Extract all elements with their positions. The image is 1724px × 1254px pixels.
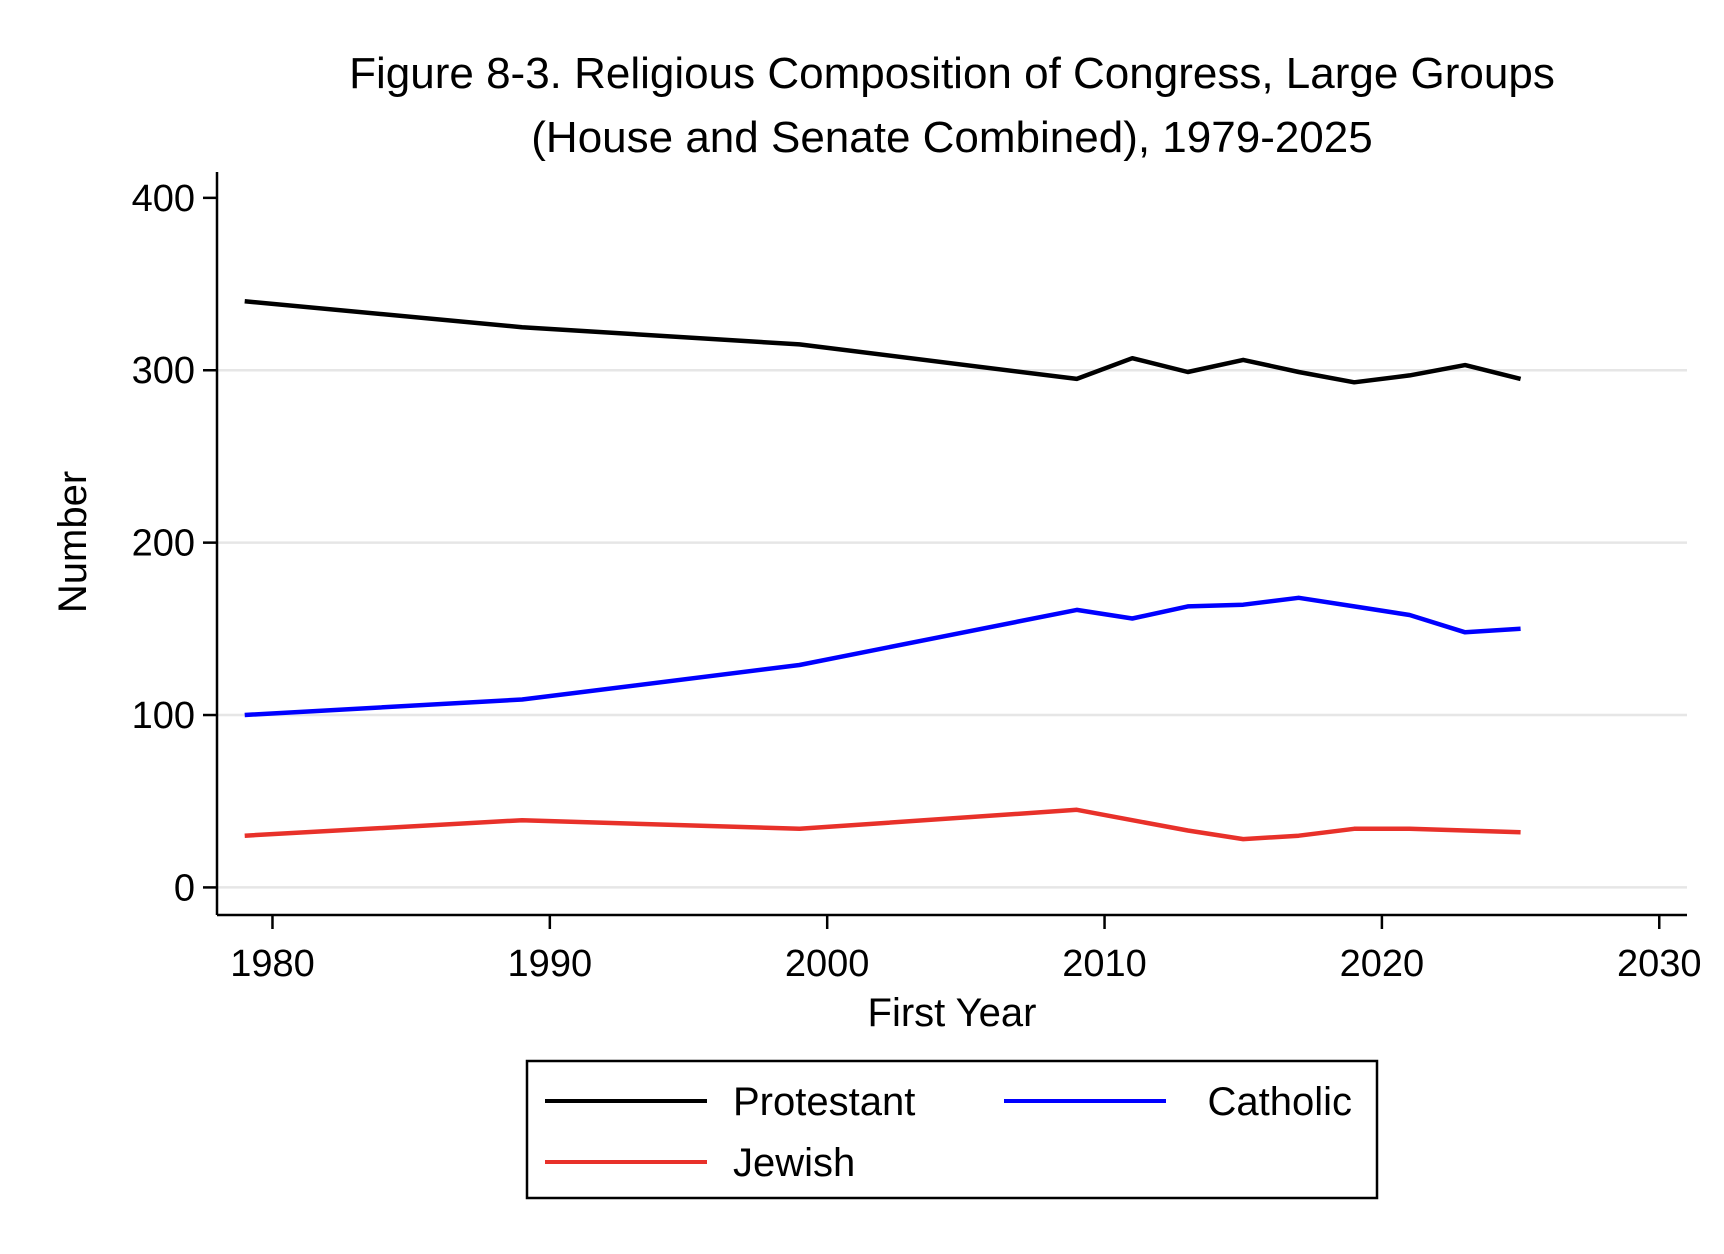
tick-labels: 0 100 200 300 400 1980 1990 2000 2010 2020 2030	[132, 178, 1702, 985]
legend-box	[525, 1059, 1379, 1200]
y-tick-label-0: 0	[174, 867, 195, 909]
y-tick-label-300: 300	[132, 350, 195, 392]
gridlines	[217, 368, 1687, 889]
x-axis-title: First Year	[868, 991, 1037, 1035]
y-axis-title: Number	[51, 471, 95, 613]
y-tick-label-100: 100	[132, 695, 195, 737]
series-line-jewish	[244, 807, 1521, 842]
x-tick-label-2000: 2000	[785, 943, 870, 985]
x-tick-label-1990: 1990	[508, 943, 593, 985]
legend-label-protestant: Protestant	[733, 1080, 915, 1124]
x-tick-label-2030: 2030	[1617, 943, 1702, 985]
y-tick-label-400: 400	[132, 178, 195, 220]
axes	[203, 172, 1687, 929]
legend-label-jewish: Jewish	[733, 1141, 855, 1185]
series-line-protestant	[244, 299, 1522, 385]
x-tick-label-2020: 2020	[1340, 943, 1425, 985]
x-tick-label-2010: 2010	[1062, 943, 1147, 985]
chart-title-line-2: (House and Senate Combined), 1979-2025	[531, 113, 1372, 162]
series-lines	[244, 299, 1522, 842]
y-tick-label-200: 200	[132, 523, 195, 565]
legend: Protestant Catholic Jewish	[525, 1059, 1379, 1200]
chart-title-line-1: Figure 8-3. Religious Composition of Con…	[349, 49, 1555, 98]
series-line-catholic	[244, 595, 1521, 718]
x-tick-label-1980: 1980	[230, 943, 315, 985]
legend-label-catholic: Catholic	[1207, 1080, 1352, 1124]
